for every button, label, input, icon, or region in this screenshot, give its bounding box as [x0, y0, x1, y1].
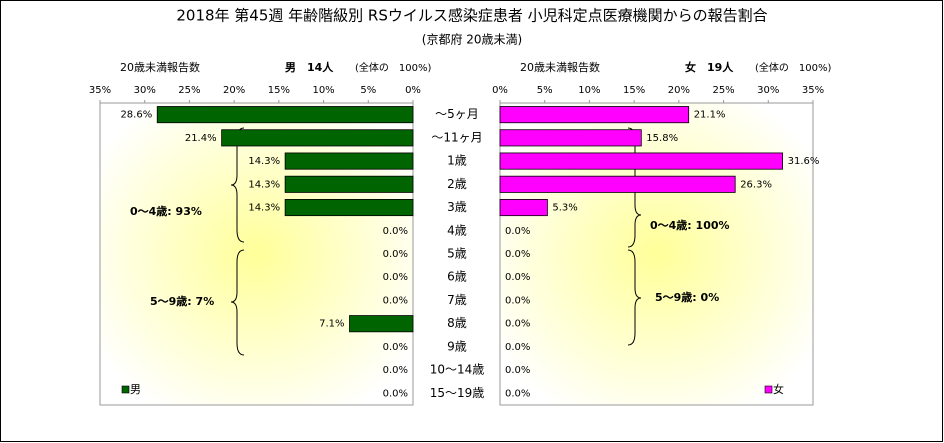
value-label: 0.0% — [505, 319, 530, 330]
bar — [284, 199, 414, 217]
bar — [499, 199, 548, 217]
value-label: 0.0% — [505, 365, 530, 376]
value-label: 7.1% — [319, 319, 344, 330]
plot-area-left — [99, 102, 414, 406]
x-tick-label: 10% — [312, 85, 334, 96]
value-label: 21.4% — [185, 133, 217, 144]
value-label: 0.0% — [383, 342, 408, 353]
category-label: ～5ヶ月 — [435, 107, 479, 121]
category-label: 6歳 — [447, 270, 467, 284]
value-label: 0.0% — [505, 295, 530, 306]
x-tick-label: 20% — [223, 85, 245, 96]
bar — [499, 129, 642, 147]
bar — [284, 152, 414, 170]
x-tick-label: 30% — [134, 85, 156, 96]
panel-share: (全体の 100%) — [755, 61, 831, 74]
brace — [627, 249, 642, 346]
panel-total: 男 14人 — [285, 60, 334, 74]
legend-label: 女 — [773, 382, 784, 396]
category-label: 9歳 — [447, 339, 467, 353]
value-label: 28.6% — [120, 110, 152, 121]
category-label: 8歳 — [447, 316, 467, 330]
value-label: 15.8% — [646, 133, 678, 144]
value-label: 31.6% — [788, 156, 820, 167]
category-label: ～11ヶ月 — [431, 130, 482, 144]
x-tick-label: 25% — [178, 85, 200, 96]
value-label: 0.0% — [383, 249, 408, 260]
bar — [284, 175, 414, 193]
bar — [499, 152, 783, 170]
x-tick-label: 20% — [668, 85, 690, 96]
value-label: 0.0% — [383, 226, 408, 237]
category-label: 4歳 — [447, 223, 467, 237]
value-label: 26.3% — [740, 179, 772, 190]
x-tick-label: 15% — [268, 85, 290, 96]
value-label: 0.0% — [505, 249, 530, 260]
value-label: 0.0% — [505, 342, 530, 353]
category-label: 15～19歳 — [430, 386, 485, 400]
panel-header: 20歳未満報告数 — [520, 61, 600, 74]
bar — [349, 315, 414, 333]
bar — [499, 106, 690, 124]
plot-area-right — [499, 102, 814, 406]
value-label: 0.0% — [505, 388, 530, 399]
x-tick-label: 25% — [712, 85, 734, 96]
x-tick-label: 10% — [578, 85, 600, 96]
category-label: 7歳 — [447, 293, 467, 307]
legend-swatch — [764, 385, 773, 394]
annotation: 5～9歳: 0% — [655, 290, 719, 304]
value-label: 14.3% — [248, 179, 280, 190]
category-label: 5歳 — [447, 247, 467, 261]
annotation: 0～4歳: 100% — [650, 218, 730, 232]
annotation: 0～4歳: 93% — [130, 204, 202, 218]
x-tick-label: 35% — [89, 85, 111, 96]
value-label: 0.0% — [383, 272, 408, 283]
chart-subtitle: (京都府 20歳未満) — [422, 32, 522, 47]
bar — [221, 129, 414, 147]
category-label: 1歳 — [447, 154, 467, 168]
x-tick-label: 15% — [623, 85, 645, 96]
panel-share: (全体の 100%) — [355, 61, 431, 74]
annotation: 5～9歳: 7% — [150, 294, 214, 308]
x-tick-label: 0% — [492, 85, 508, 96]
value-label: 5.3% — [552, 203, 577, 214]
category-label: 10～14歳 — [430, 363, 485, 377]
value-label: 21.1% — [694, 110, 726, 121]
x-tick-label: 0% — [405, 85, 421, 96]
bar — [499, 175, 736, 193]
value-label: 0.0% — [383, 295, 408, 306]
bar — [156, 106, 414, 124]
panel-header: 20歳未満報告数 — [120, 61, 200, 74]
value-label: 14.3% — [248, 203, 280, 214]
value-label: 0.0% — [505, 226, 530, 237]
value-label: 0.0% — [505, 272, 530, 283]
legend-label: 男 — [130, 383, 141, 396]
category-label: 3歳 — [447, 200, 467, 214]
x-tick-label: 5% — [537, 85, 553, 96]
category-label: 2歳 — [447, 177, 467, 191]
chart-title: 2018年 第45週 年齢階級別 RSウイルス感染症患者 小児科定点医療機関から… — [176, 7, 767, 25]
x-tick-label: 30% — [757, 85, 779, 96]
value-label: 0.0% — [383, 365, 408, 376]
panel-total: 女 19人 — [685, 60, 734, 74]
x-tick-label: 35% — [802, 85, 824, 96]
value-label: 0.0% — [383, 388, 408, 399]
x-tick-label: 5% — [360, 85, 376, 96]
brace — [230, 249, 245, 356]
legend-swatch — [121, 385, 130, 394]
value-label: 14.3% — [248, 156, 280, 167]
